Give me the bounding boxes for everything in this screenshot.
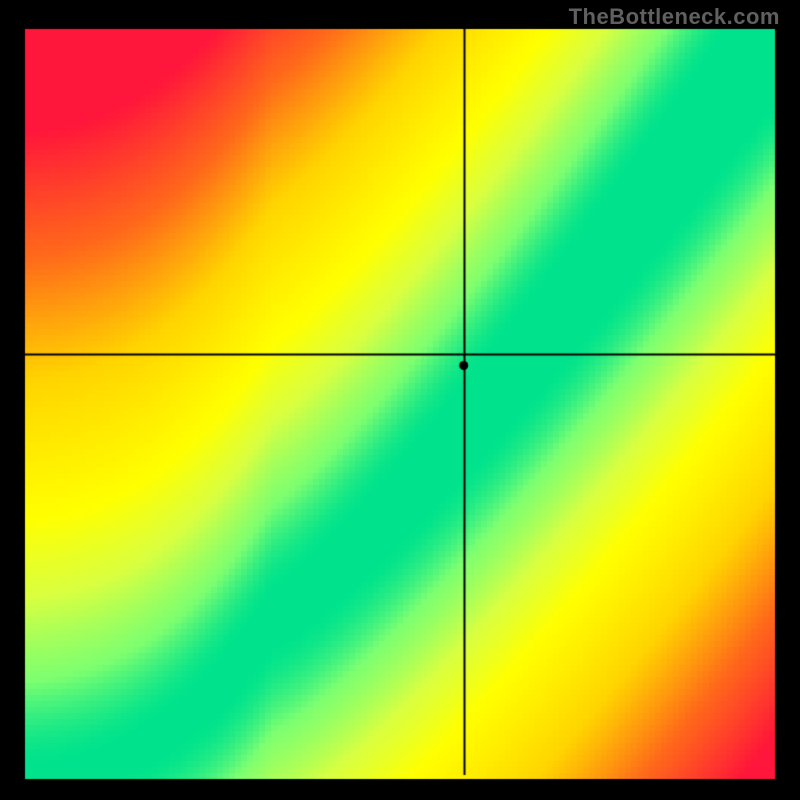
bottleneck-heatmap-canvas	[0, 0, 800, 800]
chart-stage: TheBottleneck.com	[0, 0, 800, 800]
watermark-label: TheBottleneck.com	[569, 4, 780, 30]
